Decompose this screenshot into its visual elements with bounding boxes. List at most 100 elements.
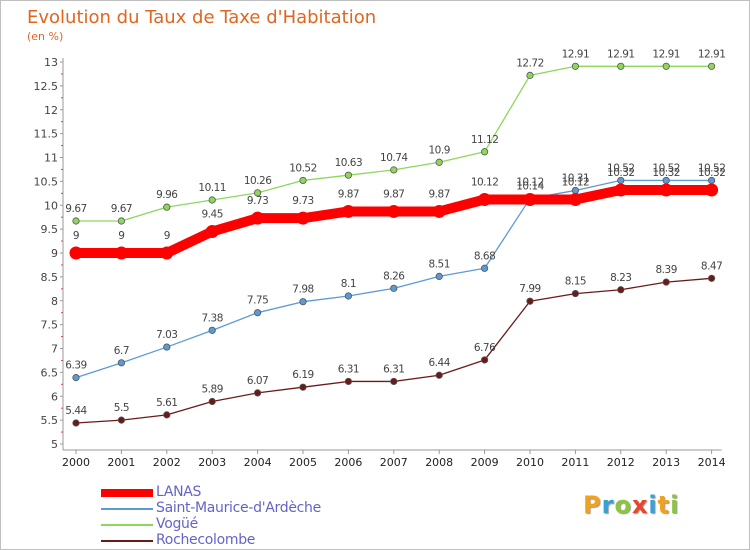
data-point-lanas [114,246,128,260]
data-label-lanas: 10.32 [652,167,680,179]
data-label-saint-maurice: 6.39 [65,360,86,372]
legend-label-lanas: LANAS [156,484,202,500]
data-point-saint-maurice [344,292,352,300]
data-point-rochecolombe [526,297,534,305]
data-label-vogue: 9.96 [156,189,178,201]
data-label-lanas: 9.87 [429,188,450,200]
data-point-lanas [341,204,355,218]
data-point-vogue [390,166,398,174]
data-label-lanas: 9.73 [292,195,313,207]
data-label-saint-maurice: 7.75 [247,295,268,307]
x-tick-label: 2000 [62,456,90,469]
data-label-rochecolombe: 7.99 [519,283,540,295]
x-tick-label: 2008 [425,456,453,469]
data-point-saint-maurice [299,298,307,306]
data-point-rochecolombe [571,289,580,298]
y-tick-label: 5 [51,438,58,451]
data-point-lanas [568,193,582,207]
data-point-rochecolombe [390,377,398,386]
data-label-saint-maurice: 10.52 [652,162,680,174]
data-point-lanas [69,246,83,260]
y-tick-label: 13 [44,56,58,69]
legend-swatch-rochecolombe [101,540,153,542]
data-label-saint-maurice: 10.14 [516,181,544,193]
data-point-vogue [662,62,670,70]
x-tick-label: 2003 [198,456,226,469]
logo-letter: x [631,491,649,519]
data-point-lanas [705,183,719,197]
data-point-vogue [72,217,80,225]
data-point-vogue [617,62,625,70]
data-point-vogue [299,176,307,185]
data-label-saint-maurice: 10.52 [698,162,726,174]
y-tick-label: 10.5 [34,175,59,188]
y-tick-label: 5.5 [41,414,59,427]
data-point-rochecolombe [72,419,80,427]
data-label-vogue: 9.67 [111,203,132,215]
data-point-lanas [659,183,673,197]
data-label-saint-maurice: 7.03 [156,329,177,341]
x-tick-label: 2007 [380,456,408,469]
logo-letter: i [648,491,658,519]
x-tick-label: 2004 [244,456,272,469]
y-tick-label: 6 [51,390,58,403]
data-label-lanas: 10.32 [607,167,635,179]
y-tick-label: 12 [44,104,58,117]
y-tick-label: 8 [51,295,58,308]
data-label-lanas: 9 [164,230,170,242]
y-tick-label: 9 [51,247,58,260]
x-tick-label: 2010 [516,456,544,469]
data-label-saint-maurice: 7.98 [292,284,313,296]
data-label-saint-maurice: 8.26 [383,270,405,282]
data-label-vogue: 12.91 [562,48,590,60]
data-label-saint-maurice: 8.68 [474,250,495,262]
data-point-vogue [163,203,171,211]
data-label-rochecolombe: 8.39 [656,264,677,276]
x-tick-label: 2013 [652,456,680,469]
data-label-vogue: 12.72 [516,57,544,69]
data-point-vogue [526,71,534,79]
data-label-vogue: 10.52 [289,162,317,174]
data-label-vogue: 11.12 [471,134,499,146]
data-point-saint-maurice [480,264,489,272]
data-point-lanas [251,211,265,225]
data-point-rochecolombe [344,377,352,386]
logo-letter: t [657,491,671,519]
data-point-vogue [208,196,216,204]
data-label-rochecolombe: 5.61 [156,397,177,409]
x-tick-label: 2012 [607,456,635,469]
data-point-vogue [480,148,489,156]
data-label-rochecolombe: 8.47 [701,260,722,272]
legend-swatch-vogue [101,524,153,526]
y-tick-label: 11.5 [34,128,59,141]
data-point-rochecolombe [254,389,262,397]
data-point-saint-maurice [390,284,398,292]
data-label-rochecolombe: 5.44 [65,405,87,417]
data-point-saint-maurice [163,343,171,351]
data-point-saint-maurice [208,326,216,334]
data-label-vogue: 9.67 [65,203,86,215]
data-label-vogue: 12.91 [698,48,726,60]
data-label-vogue: 10.9 [429,144,450,156]
data-label-lanas: 9.45 [202,209,223,221]
data-label-saint-maurice: 10.31 [562,172,590,184]
proxiti-logo: Proxiti [583,491,679,519]
x-tick-label: 2011 [561,456,589,469]
data-point-lanas [432,204,446,218]
data-point-lanas [523,193,537,207]
y-tick-label: 7 [51,343,58,356]
legend-swatch-lanas [101,489,153,497]
data-label-saint-maurice: 8.1 [341,278,356,290]
data-label-rochecolombe: 6.19 [292,369,313,381]
y-tick-label: 12.5 [34,80,59,93]
data-label-rochecolombe: 6.44 [429,357,451,369]
logo-letter: o [614,491,632,519]
data-label-saint-maurice: 10.52 [607,162,635,174]
y-tick-label: 11 [44,152,58,165]
data-label-vogue: 10.26 [244,175,272,187]
data-point-saint-maurice [72,374,80,382]
logo-letter: i [670,491,680,519]
data-label-rochecolombe: 5.89 [202,384,223,396]
